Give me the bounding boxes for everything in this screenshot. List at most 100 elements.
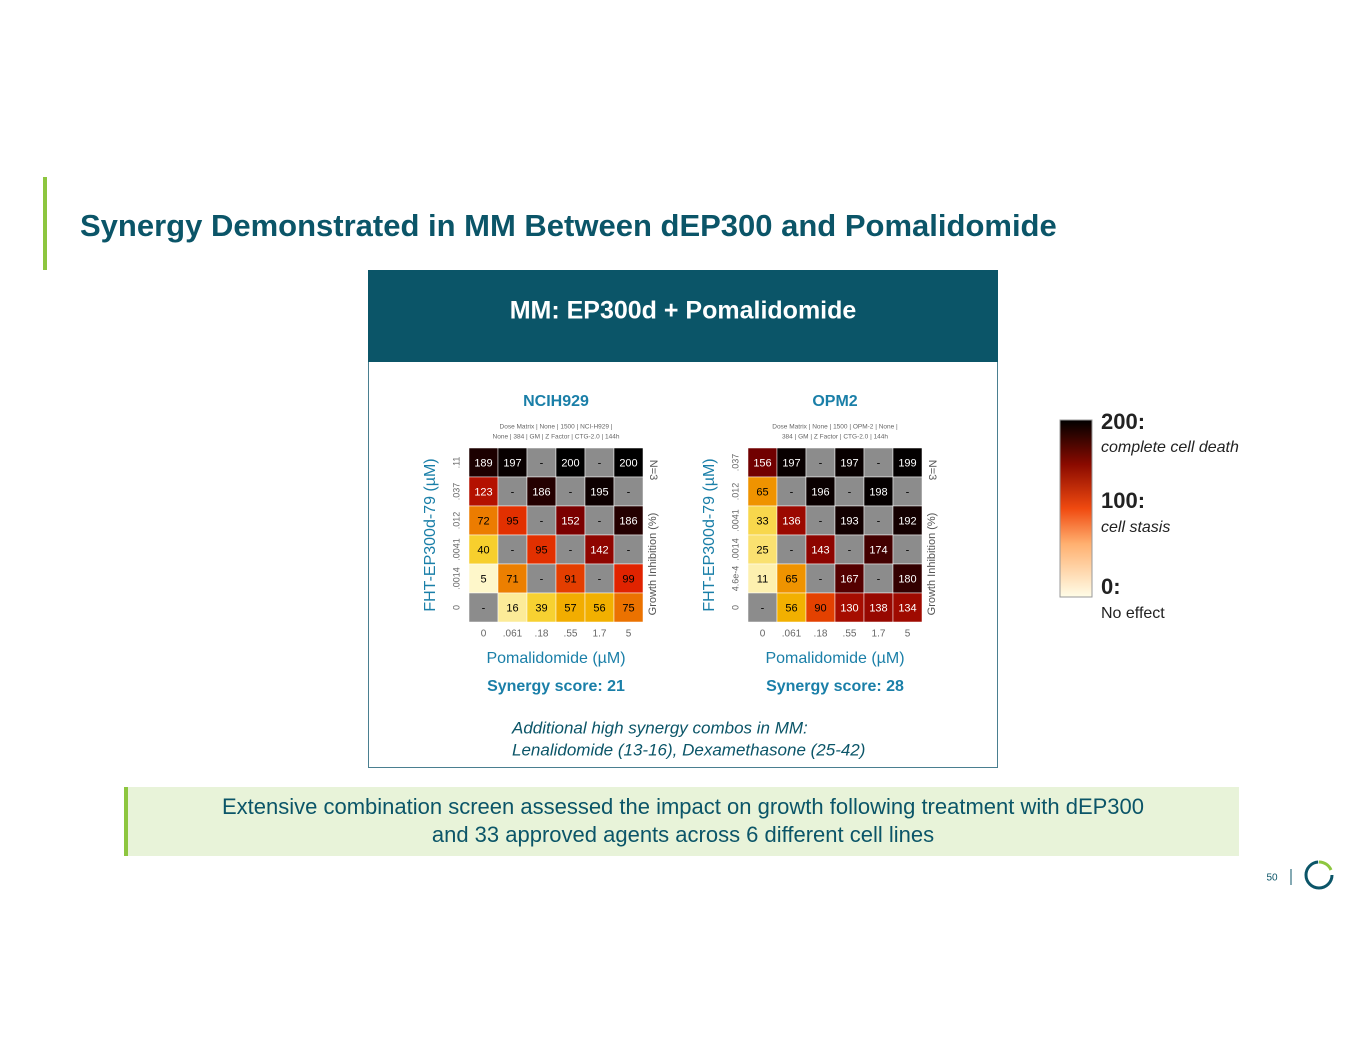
n-label: N=3 [926, 460, 938, 481]
cell-value: - [790, 486, 794, 498]
x-tick-label: .061 [782, 629, 802, 640]
heatmap-cell [863, 563, 894, 594]
cell-value: 152 [561, 515, 579, 527]
cell-value: - [848, 486, 852, 498]
cell-value: 57 [564, 602, 576, 614]
callout-text: and 33 approved agents across 6 differen… [432, 822, 934, 847]
cell-value: 193 [840, 515, 858, 527]
x-axis-label: Pomalidomide (µM) [765, 650, 904, 667]
y-tick-label: 4.6e-4 [730, 566, 740, 592]
heatmap-cell [892, 447, 923, 478]
cell-value: 136 [782, 515, 800, 527]
cell-value: - [482, 602, 486, 614]
heatmap-cell [613, 534, 644, 565]
dose-matrix-note: Dose Matrix | None | 1500 | NCI-H929 | [500, 424, 613, 431]
y-axis-label: FHT-EP300d-79 (µM) [422, 458, 439, 611]
cell-value: 90 [814, 602, 826, 614]
cell-value: 156 [753, 457, 771, 469]
right-axis-label: Growth Inhibition (%) [647, 513, 659, 616]
heatmap-cell [892, 592, 923, 623]
heatmap-cell [805, 563, 836, 594]
cell-value: 130 [840, 602, 858, 614]
cell-value: 200 [619, 457, 637, 469]
heatmap-cell [892, 563, 923, 594]
heatmap-cell [805, 534, 836, 565]
heatmap-cell [834, 505, 865, 536]
heatmap-cell [776, 505, 807, 536]
heatmap-cell [834, 592, 865, 623]
x-tick-label: 5 [905, 629, 911, 640]
cell-value: - [819, 457, 823, 469]
cell-value: 99 [622, 573, 634, 585]
cell-value: 197 [782, 457, 800, 469]
dose-matrix-note: None | 384 | GM | Z Factor | CTG-2.0 | 1… [493, 434, 620, 441]
synergy-score: Synergy score: 28 [766, 678, 904, 695]
panel-note: Lenalidomide (13-16), Dexamethasone (25-… [512, 740, 865, 759]
heatmap-cell [805, 447, 836, 478]
cell-line-title: NCIH929 [523, 393, 589, 410]
heatmap-cell [468, 563, 499, 594]
cell-value: 65 [756, 486, 768, 498]
x-tick-label: .55 [843, 629, 857, 640]
heatmap-cell [834, 476, 865, 507]
cell-value: 91 [564, 573, 576, 585]
y-tick-label: .0041 [451, 538, 461, 561]
heatmap-cell [497, 592, 528, 623]
cell-value: 138 [869, 602, 887, 614]
callout-accent [124, 787, 128, 856]
cell-value: 56 [593, 602, 605, 614]
cell-value: 189 [474, 457, 492, 469]
colorbar [1059, 419, 1093, 598]
heatmap-cell [747, 476, 778, 507]
cell-value: 195 [590, 486, 608, 498]
cell-value: 186 [619, 515, 637, 527]
dose-matrix-note: Dose Matrix | None | 1500 | OPM-2 | None… [772, 424, 898, 431]
x-tick-label: 1.7 [872, 629, 886, 640]
cell-value: 197 [503, 457, 521, 469]
accent-bar [43, 177, 47, 270]
heatmap-cell [468, 534, 499, 565]
cell-value: 196 [811, 486, 829, 498]
cell-value: 180 [898, 573, 916, 585]
panel-title: MM: EP300d + Pomalidomide [510, 297, 857, 325]
x-tick-label: 0 [760, 629, 766, 640]
synergy-score: Synergy score: 21 [487, 678, 625, 695]
heatmap-cell [892, 505, 923, 536]
cell-value: 95 [506, 515, 518, 527]
heatmap-cell [584, 505, 615, 536]
y-axis-label: FHT-EP300d-79 (µM) [701, 458, 718, 611]
cell-value: 123 [474, 486, 492, 498]
y-tick-label: .0014 [451, 567, 461, 590]
n-label: N=3 [647, 460, 659, 481]
legend-label: complete cell death [1101, 439, 1239, 456]
heatmap-cell [747, 563, 778, 594]
cell-value: 167 [840, 573, 858, 585]
y-tick-label: .0014 [730, 538, 740, 561]
heatmap-cell [613, 592, 644, 623]
cell-value: - [569, 544, 573, 556]
x-tick-label: .18 [814, 629, 828, 640]
cell-value: - [761, 602, 765, 614]
heatmap-cell [526, 505, 557, 536]
cell-value: 142 [590, 544, 608, 556]
cell-value: 33 [756, 515, 768, 527]
heatmap-cell [584, 476, 615, 507]
y-tick-label: .012 [451, 512, 461, 530]
heatmap-cell [613, 505, 644, 536]
heatmap-cell [584, 447, 615, 478]
cell-value: 198 [869, 486, 887, 498]
heatmap-cell [497, 505, 528, 536]
cell-value: - [906, 544, 910, 556]
heatmap-cell [776, 476, 807, 507]
cell-value: - [627, 544, 631, 556]
cell-value: 192 [898, 515, 916, 527]
x-tick-label: .55 [564, 629, 578, 640]
right-axis-label: Growth Inhibition (%) [926, 513, 938, 616]
y-tick-label: .11 [451, 457, 461, 469]
cell-value: 72 [477, 515, 489, 527]
heatmap-cell [863, 476, 894, 507]
cell-value: 199 [898, 457, 916, 469]
cell-value: - [877, 573, 881, 585]
